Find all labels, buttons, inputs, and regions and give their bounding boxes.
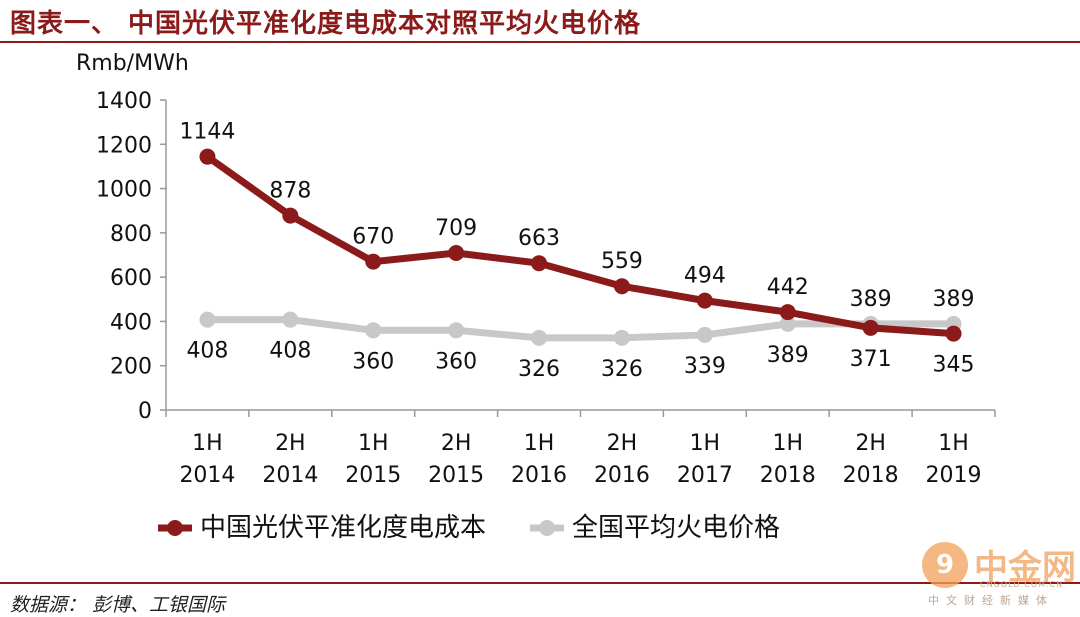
data-label: 442 (767, 275, 809, 300)
x-tick-label: 1H (524, 431, 555, 456)
x-tick-label: 2017 (677, 463, 733, 488)
y-tick-label: 1400 (96, 89, 152, 114)
data-label: 360 (435, 349, 477, 374)
x-tick-label: 2014 (262, 463, 318, 488)
x-tick-label: 2H (441, 431, 472, 456)
data-point (199, 311, 216, 328)
data-point (365, 322, 382, 339)
x-tick-label: 2015 (345, 463, 401, 488)
legend-swatch-marker (167, 520, 183, 536)
legend-swatch-marker (539, 520, 555, 536)
data-label: 663 (518, 226, 560, 251)
x-tick-label: 2H (607, 431, 638, 456)
x-tick-label: 2016 (511, 463, 567, 488)
source-note: 数据源： 彭博、工银国际 (10, 594, 226, 616)
watermark-domain: CNGOLD.COM.CN (980, 580, 1064, 589)
data-point (696, 292, 713, 309)
data-label: 371 (850, 347, 892, 372)
x-tick-label: 1H (938, 431, 969, 456)
chart-title: 图表一、 中国光伏平准化度电成本对照平均火电价格 (10, 9, 642, 39)
data-label: 878 (269, 179, 311, 204)
data-point (613, 329, 630, 346)
y-tick-label: 400 (110, 310, 152, 335)
data-point (862, 319, 879, 336)
data-point (613, 278, 630, 295)
y-tick-label: 800 (110, 222, 152, 247)
y-axis-label: Rmb/MWh (76, 51, 189, 76)
y-tick-label: 0 (138, 399, 152, 424)
data-label: 408 (269, 339, 311, 364)
data-label: 326 (518, 357, 560, 382)
watermark-symbol: 9 (922, 542, 968, 588)
x-tick-label: 2016 (594, 463, 650, 488)
x-tick-label: 1H (690, 431, 721, 456)
data-point (282, 207, 299, 224)
data-label: 339 (684, 354, 726, 379)
y-tick-label: 200 (110, 355, 152, 380)
y-tick-label: 600 (110, 266, 152, 291)
x-tick-label: 2019 (926, 463, 982, 488)
data-point (696, 326, 713, 343)
data-point (531, 329, 548, 346)
x-tick-label: 2014 (179, 463, 235, 488)
data-label: 408 (186, 339, 228, 364)
data-label: 389 (933, 287, 975, 312)
footer-divider (0, 582, 1080, 584)
x-tick-label: 1H (772, 431, 803, 456)
title-divider (0, 41, 1080, 43)
data-point (779, 304, 796, 321)
x-tick-label: 2H (855, 431, 886, 456)
x-tick-label: 2018 (760, 463, 816, 488)
x-tick-label: 2015 (428, 463, 484, 488)
data-point (448, 322, 465, 339)
legend-label: 中国光伏平准化度电成本 (200, 513, 486, 543)
x-tick-label: 2018 (843, 463, 899, 488)
data-point (282, 311, 299, 328)
data-label: 345 (933, 353, 975, 378)
watermark-name: 中金网 (974, 548, 1076, 588)
data-point (448, 245, 465, 262)
y-tick-label: 1000 (96, 178, 152, 203)
data-label: 326 (601, 357, 643, 382)
data-label: 360 (352, 349, 394, 374)
legend-label: 全国平均火电价格 (572, 513, 780, 543)
data-label: 389 (850, 287, 892, 312)
data-point (365, 253, 382, 270)
data-label: 1144 (179, 120, 235, 145)
data-label: 559 (601, 249, 643, 274)
series-line-1 (207, 316, 954, 342)
series-line-0 (205, 153, 954, 338)
x-tick-label: 2H (275, 431, 306, 456)
x-tick-label: 1H (192, 431, 223, 456)
data-point (945, 325, 962, 342)
data-point (531, 255, 548, 272)
data-label: 494 (684, 264, 726, 289)
watermark-logo: 9 中金网 CNGOLD.COM.CN 中文财经新媒体 (920, 540, 1076, 610)
data-point (779, 315, 796, 332)
data-label: 389 (767, 343, 809, 368)
y-tick-label: 1200 (96, 133, 152, 158)
x-tick-label: 1H (358, 431, 389, 456)
watermark-tagline: 中文财经新媒体 (928, 594, 1054, 607)
data-label: 670 (352, 225, 394, 250)
data-point (199, 148, 216, 165)
data-label: 709 (435, 216, 477, 241)
line-chart: 0 200 400 600 800 1000 1200 1400 Rmb/MWh 1H 2014 2H… (76, 51, 996, 543)
